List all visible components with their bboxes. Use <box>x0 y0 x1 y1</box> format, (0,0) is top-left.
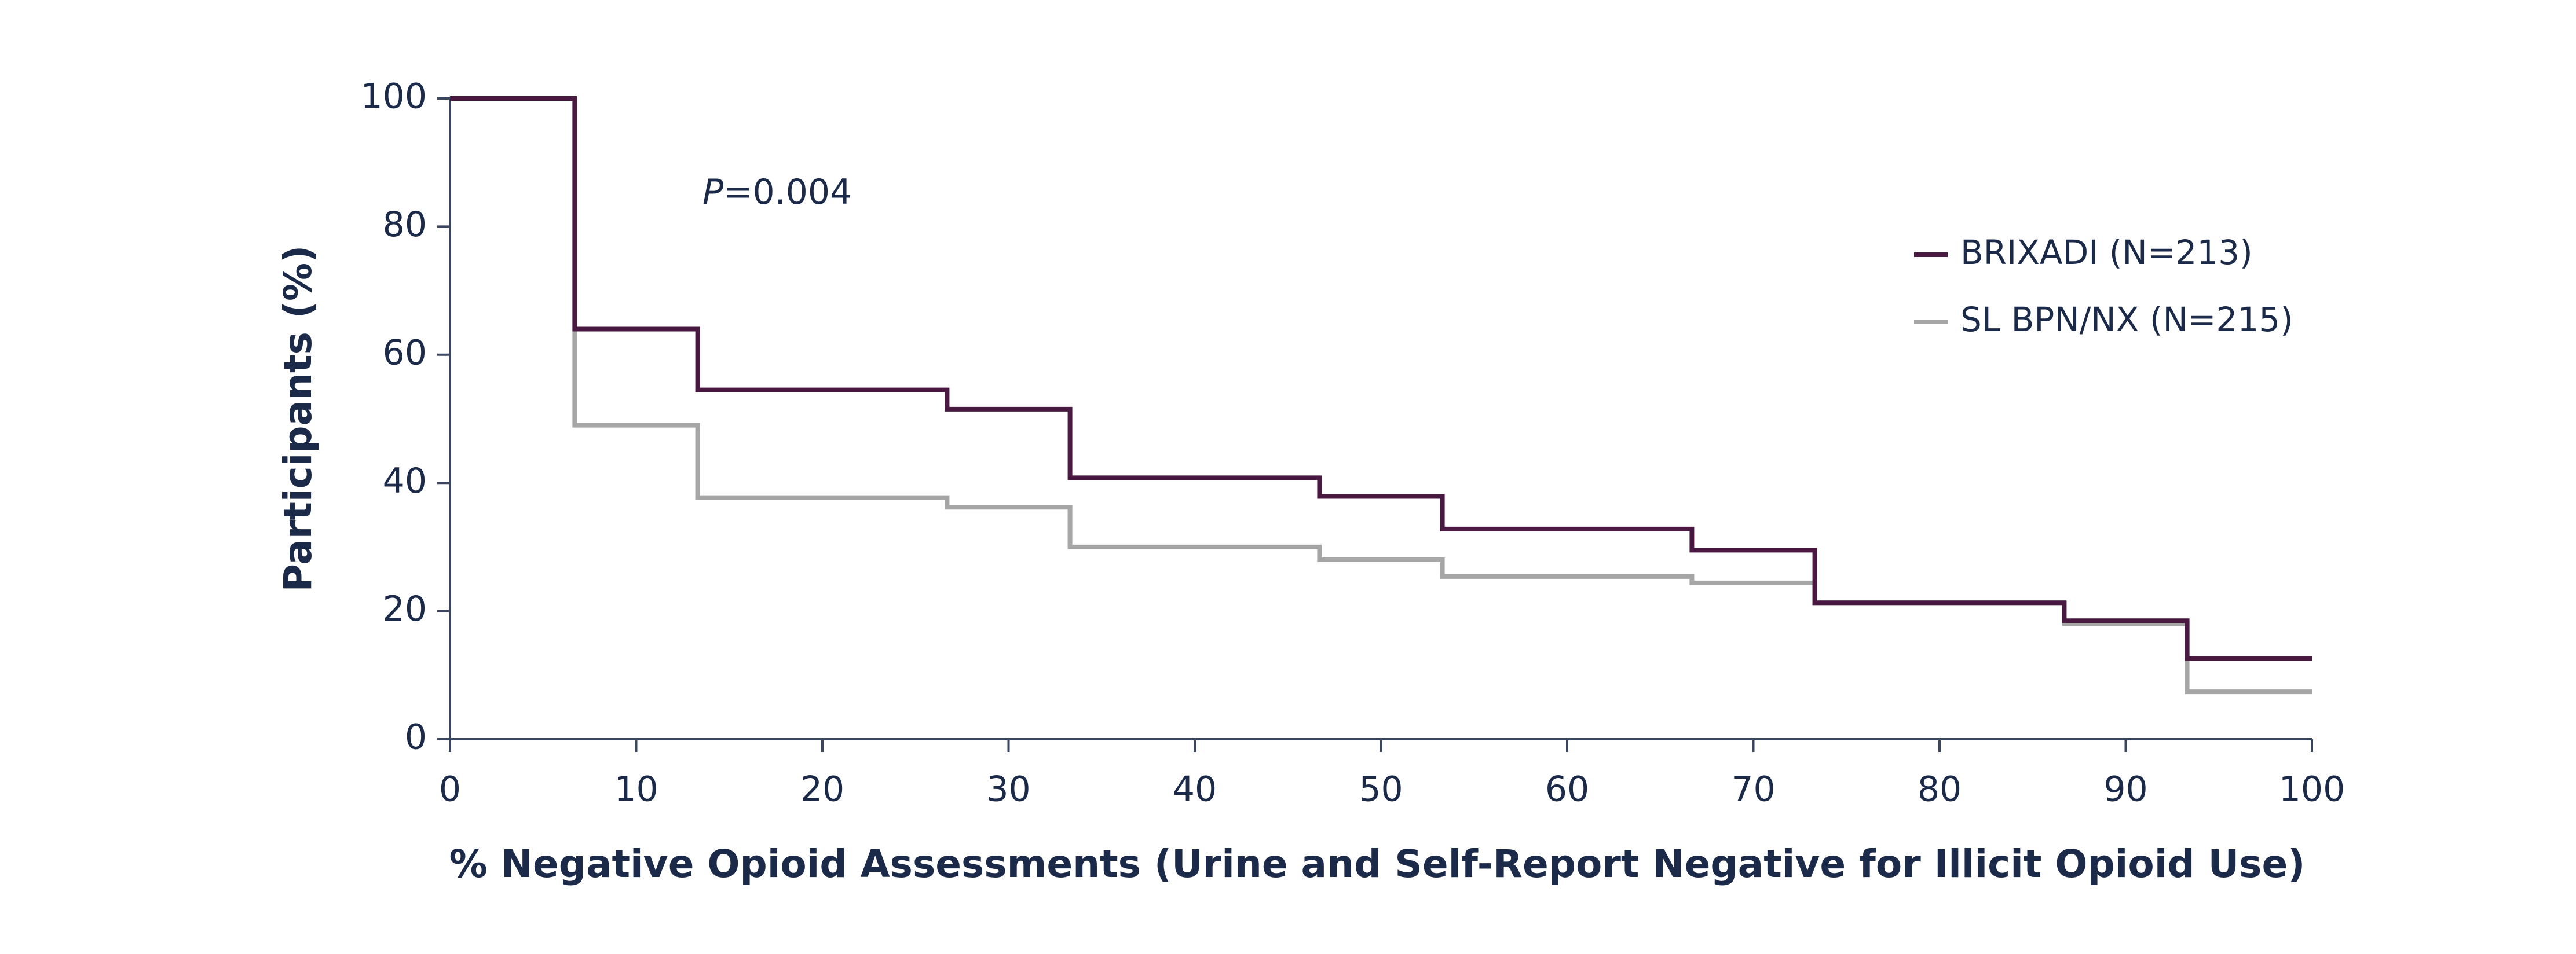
annotation: P=0.004 <box>702 172 852 212</box>
x-tick-label: 90 <box>2103 769 2147 810</box>
y-tick-label: 100 <box>360 76 427 117</box>
x-tick-label: 60 <box>1545 769 1589 810</box>
y-tick-label: 20 <box>383 589 427 629</box>
x-tick-label: 10 <box>614 769 658 810</box>
legend-label: BRIXADI (N=213) <box>1960 233 2253 272</box>
x-tick-label: 40 <box>1173 769 1217 810</box>
y-axis-title: Participants (%) <box>276 245 320 592</box>
x-axis-title: % Negative Opioid Assessments (Urine and… <box>449 842 2306 886</box>
y-tick-label: 80 <box>383 204 427 245</box>
legend-label: SL BPN/NX (N=215) <box>1960 300 2293 339</box>
y-tick-label: 40 <box>383 461 427 501</box>
x-tick-label: 30 <box>986 769 1030 810</box>
x-tick-label: 80 <box>1918 769 1962 810</box>
y-tick-label: 60 <box>383 332 427 373</box>
x-tick-label: 100 <box>2279 769 2346 810</box>
x-tick-label: 20 <box>800 769 844 810</box>
line-series <box>450 96 2312 661</box>
x-tick-label: 50 <box>1359 769 1403 810</box>
y-tick-label: 0 <box>405 717 427 758</box>
x-tick-label: 70 <box>1731 769 1775 810</box>
x-tick-label: 0 <box>439 769 461 810</box>
